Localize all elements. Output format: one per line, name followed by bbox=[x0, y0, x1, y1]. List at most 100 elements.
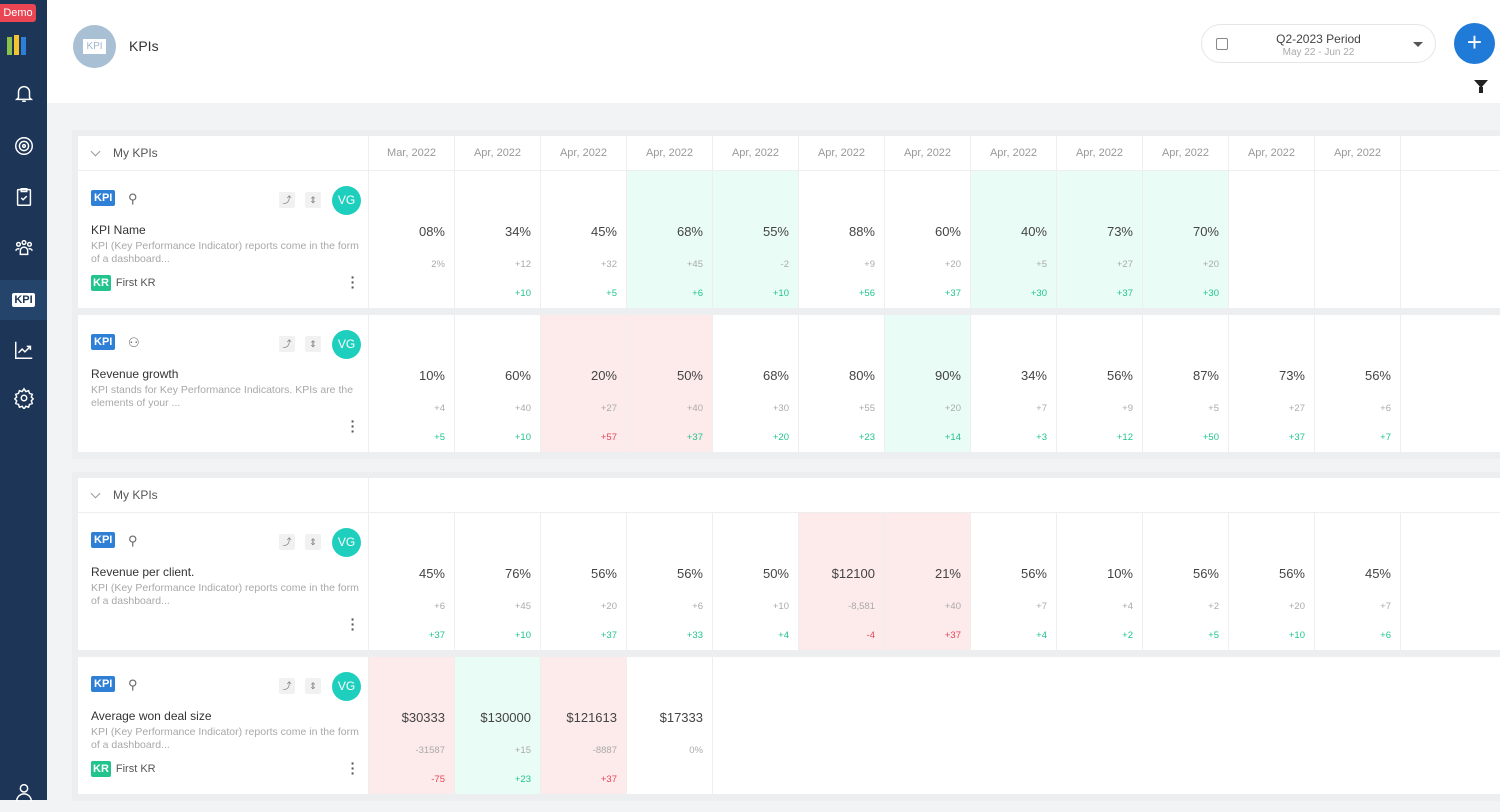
key-result-link[interactable]: KR First KR bbox=[91, 761, 156, 777]
kpi-value-cell[interactable]: 34% +12 +10 bbox=[455, 171, 541, 308]
kpi-value-cell[interactable]: 08% 2% bbox=[369, 171, 455, 308]
link-icon[interactable]: ⤴ bbox=[279, 192, 295, 208]
kpi-value-cell[interactable]: 55% -2 +10 bbox=[713, 171, 799, 308]
kpi-value-cell[interactable]: 10% +4 +5 bbox=[369, 315, 455, 452]
assignee-avatar[interactable]: VG bbox=[332, 186, 361, 215]
kpi-value-cell[interactable]: 20% +27 +57 bbox=[541, 315, 627, 452]
profile-nav[interactable] bbox=[0, 772, 47, 812]
more-menu-icon[interactable]: · · · bbox=[350, 611, 356, 637]
sort-icon[interactable]: ⇕ bbox=[305, 336, 321, 352]
group-toggle[interactable]: My KPIs bbox=[78, 136, 369, 170]
kpi-value-cell[interactable]: 21% +40 +37 bbox=[885, 513, 971, 650]
assignee-avatar[interactable]: VG bbox=[332, 672, 361, 701]
kpi-value-cell[interactable]: $121613 -8887 +37 bbox=[541, 657, 627, 794]
cell-change: +2 bbox=[1122, 630, 1133, 641]
link-icon[interactable]: ⤴ bbox=[279, 678, 295, 694]
kpi-value-cell[interactable]: 73% +27 +37 bbox=[1229, 315, 1315, 452]
cell-value: 45% bbox=[418, 566, 445, 581]
cell-value: $121613 bbox=[566, 710, 617, 725]
month-header: Apr, 2022 bbox=[455, 136, 541, 170]
kpi-value-cell[interactable] bbox=[1229, 171, 1315, 308]
kpi-name[interactable]: Average won deal size bbox=[91, 709, 212, 723]
cell-delta: +20 bbox=[1288, 601, 1305, 612]
sort-icon[interactable]: ⇕ bbox=[305, 534, 321, 550]
kpi-value-cell[interactable]: $12100 -8,581 -4 bbox=[799, 513, 885, 650]
more-menu-icon[interactable]: · · · bbox=[350, 269, 356, 295]
cell-change: +10 bbox=[514, 432, 531, 443]
kpi-card[interactable]: KPI ⚲ ⤴ ⇕ VG Revenue per client. KPI (Key Perf… bbox=[78, 513, 369, 650]
page-header: KPI KPIs Q2-2023 Period May 22 - Jun 22 … bbox=[47, 0, 1500, 103]
cell-change: +50 bbox=[1202, 432, 1219, 443]
kpi-group: My KPIs KPI ⚲ ⤴ ⇕ VG Revenue per client. KPI (K… bbox=[72, 472, 1500, 801]
kpi-nav[interactable]: KPI bbox=[0, 280, 47, 320]
period-title: Q2-2023 Period bbox=[1276, 32, 1361, 46]
kpi-name[interactable]: Revenue per client. bbox=[91, 565, 195, 579]
kpi-value-cell[interactable]: 90% +20 +14 bbox=[885, 315, 971, 452]
kpi-value-cell[interactable]: 56% +6 +33 bbox=[627, 513, 713, 650]
group-toggle[interactable]: My KPIs bbox=[78, 478, 369, 512]
kpi-value-cell[interactable]: 45% +32 +5 bbox=[541, 171, 627, 308]
kpi-value-cell[interactable]: 56% +9 +12 bbox=[1057, 315, 1143, 452]
kpi-row: KPI ⚇ ⤴ ⇕ VG Revenue growth KPI stands for Key… bbox=[78, 315, 1500, 452]
goals-nav[interactable] bbox=[0, 126, 47, 166]
kpi-value-cell[interactable]: 50% +10 +4 bbox=[713, 513, 799, 650]
kpi-value-cell[interactable]: $17333 0% bbox=[627, 657, 713, 794]
kpi-card[interactable]: KPI ⚇ ⤴ ⇕ VG Revenue growth KPI stands for Key… bbox=[78, 315, 369, 452]
more-menu-icon[interactable]: · · · bbox=[350, 413, 356, 439]
kpi-value-cell[interactable]: 56% +20 +10 bbox=[1229, 513, 1315, 650]
settings-nav[interactable] bbox=[0, 378, 47, 418]
kpi-value-cell[interactable]: 87% +5 +50 bbox=[1143, 315, 1229, 452]
kpi-value-cell[interactable]: 56% +20 +37 bbox=[541, 513, 627, 650]
kpi-value-cell[interactable]: $30333 -31587 -75 bbox=[369, 657, 455, 794]
kpi-value-cell[interactable] bbox=[1315, 171, 1401, 308]
add-button[interactable]: + bbox=[1454, 23, 1495, 64]
link-icon[interactable]: ⤴ bbox=[279, 534, 295, 550]
sort-icon[interactable]: ⇕ bbox=[305, 192, 321, 208]
cell-delta: -2 bbox=[780, 259, 789, 270]
kpi-value-cell[interactable]: $130000 +15 +23 bbox=[455, 657, 541, 794]
kpi-name[interactable]: Revenue growth bbox=[91, 367, 179, 381]
reports-nav[interactable] bbox=[0, 330, 47, 370]
cell-value: 10% bbox=[1106, 566, 1133, 581]
kpi-value-cell[interactable]: 68% +30 +20 bbox=[713, 315, 799, 452]
assignee-avatar[interactable]: VG bbox=[332, 528, 361, 557]
kpi-value-cell[interactable]: 45% +6 +37 bbox=[369, 513, 455, 650]
kpi-value-cell[interactable]: 76% +45 +10 bbox=[455, 513, 541, 650]
kpi-value-cell[interactable]: 34% +7 +3 bbox=[971, 315, 1057, 452]
cell-change: +6 bbox=[1380, 630, 1391, 641]
more-menu-icon[interactable]: · · · bbox=[350, 755, 356, 781]
kr-label: First KR bbox=[115, 277, 156, 289]
kpi-value-cell[interactable]: 56% +6 +7 bbox=[1315, 315, 1401, 452]
kpi-card[interactable]: KPI ⚲ ⤴ ⇕ VG KPI Name KPI (Key Performance Ind… bbox=[78, 171, 369, 308]
kpi-name[interactable]: KPI Name bbox=[91, 223, 146, 237]
tasks-nav[interactable] bbox=[0, 177, 47, 217]
cell-delta: +4 bbox=[1122, 601, 1133, 612]
kpi-value-cell[interactable]: 60% +20 +37 bbox=[885, 171, 971, 308]
period-selector[interactable]: Q2-2023 Period May 22 - Jun 22 bbox=[1201, 24, 1436, 63]
cell-change: +37 bbox=[1288, 432, 1305, 443]
kpi-badge: KPI bbox=[91, 190, 116, 206]
kpi-value-cell[interactable]: 73% +27 +37 bbox=[1057, 171, 1143, 308]
cell-change: +6 bbox=[692, 288, 703, 299]
kpi-value-cell[interactable]: 70% +20 +30 bbox=[1143, 171, 1229, 308]
kpi-value-cell[interactable]: 88% +9 +56 bbox=[799, 171, 885, 308]
link-icon[interactable]: ⤴ bbox=[279, 336, 295, 352]
sort-icon[interactable]: ⇕ bbox=[305, 678, 321, 694]
notifications-nav[interactable] bbox=[0, 73, 47, 113]
kpi-value-cell[interactable]: 68% +45 +6 bbox=[627, 171, 713, 308]
teams-nav[interactable] bbox=[0, 228, 47, 268]
kpi-value-cell[interactable]: 10% +4 +2 bbox=[1057, 513, 1143, 650]
kpi-value-cell[interactable]: 45% +7 +6 bbox=[1315, 513, 1401, 650]
kpi-value-cell[interactable]: 50% +40 +37 bbox=[627, 315, 713, 452]
filter-icon[interactable] bbox=[1474, 80, 1488, 93]
app-logo-icon[interactable] bbox=[7, 35, 29, 55]
kpi-value-cell[interactable]: 56% +2 +5 bbox=[1143, 513, 1229, 650]
kpi-value-cell[interactable]: 80% +55 +23 bbox=[799, 315, 885, 452]
kpi-value-cell[interactable]: 60% +40 +10 bbox=[455, 315, 541, 452]
key-result-link[interactable]: KR First KR bbox=[91, 275, 156, 291]
kpi-description: KPI stands for Key Performance Indicator… bbox=[91, 384, 354, 409]
kpi-card[interactable]: KPI ⚲ ⤴ ⇕ VG Average won deal size KPI (Key Pe… bbox=[78, 657, 369, 794]
assignee-avatar[interactable]: VG bbox=[332, 330, 361, 359]
kpi-value-cell[interactable]: 56% +7 +4 bbox=[971, 513, 1057, 650]
kpi-value-cell[interactable]: 40% +5 +30 bbox=[971, 171, 1057, 308]
